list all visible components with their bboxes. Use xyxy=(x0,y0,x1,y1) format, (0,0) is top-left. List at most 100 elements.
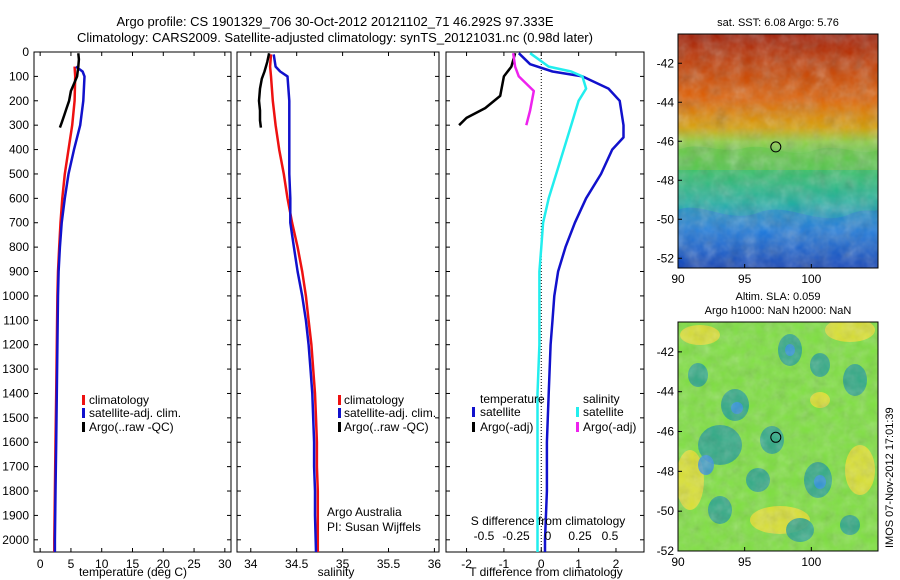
map-x-tick-label: 100 xyxy=(801,272,821,286)
legend-label-t-satellite: satellite xyxy=(480,405,521,419)
map-x-tick-label: 100 xyxy=(801,555,821,569)
depth-tick-label: 200 xyxy=(9,94,29,108)
s-tick-label: -0.5 xyxy=(474,529,495,543)
legend-swatch-climatology xyxy=(82,395,85,405)
temperature-x-ticks: 0 5 10 15 20 25 30 xyxy=(37,52,232,571)
x-tick-label: 30 xyxy=(218,557,232,571)
legend-label-argo: Argo(..raw -QC) xyxy=(89,420,174,434)
x-tick-label: 34 xyxy=(244,557,258,571)
depth-tick-label: 700 xyxy=(9,216,29,230)
x-tick-label: -2 xyxy=(461,557,472,571)
depth-tick-label: 1700 xyxy=(2,460,29,474)
map-x-tick-label: 90 xyxy=(671,272,685,286)
x-tick-label: 35 xyxy=(336,557,350,571)
salinity-depth-ticks xyxy=(237,51,439,541)
temperature-axes-box xyxy=(33,51,232,553)
salinity-xlabel: salinity xyxy=(318,565,355,579)
map-y-tick-label: -48 xyxy=(657,173,675,187)
legend-group-salinity: salinity xyxy=(583,392,620,406)
map-y-tick-label: -50 xyxy=(657,504,675,518)
depth-tick-label: 1300 xyxy=(2,362,29,376)
salinity-panel: 34 34.5 35 35.5 36 climatology satellite-adj… xyxy=(236,51,441,579)
difference-panel: -2 -1 0 1 2 temperature salinity satellite A… xyxy=(445,51,645,579)
map-y-tick-label: -50 xyxy=(657,212,675,226)
sst-map-title: sat. SST: 6.08 Argo: 5.76 xyxy=(717,17,839,29)
sla-field xyxy=(678,322,878,551)
temperature-xlabel: temperature (deg C) xyxy=(79,565,187,579)
series-line-climatology xyxy=(268,54,320,552)
difference-legend: temperature salinity satellite Argo(-adj… xyxy=(472,392,636,434)
x-tick-label: 0 xyxy=(538,557,545,571)
depth-tick-label: 900 xyxy=(9,265,29,279)
salinity-lines xyxy=(257,52,320,553)
legend-label-argo: Argo(..raw -QC) xyxy=(344,420,429,434)
s-difference-label: S difference from climatology xyxy=(471,514,626,528)
legend-swatch-satellite xyxy=(338,408,341,418)
map-y-tick-label: -44 xyxy=(657,385,675,399)
sla-map: Altim. SLA: 0.059 Argo h1000: NaN h2000:… xyxy=(657,291,879,569)
x-tick-label: 15 xyxy=(126,557,140,571)
legend-label-satellite: satellite-adj. clim. xyxy=(89,406,181,420)
temperature-panel: 0100200300400500600700800900100011001200… xyxy=(2,45,232,579)
depth-tick-label: 1000 xyxy=(2,289,29,303)
series-line-s_sat xyxy=(529,52,588,552)
depth-tick-label: 1800 xyxy=(2,484,29,498)
map-y-tick-label: -48 xyxy=(657,464,675,478)
s-tick-label: 0 xyxy=(545,529,552,543)
sla-map-ticks: 90 95 100 -42 -44 -46 -48 -50 -52 xyxy=(657,345,822,569)
difference-x-ticks: -2 -1 0 1 2 xyxy=(461,52,620,571)
salinity-annotation-argo-australia: Argo Australia xyxy=(327,505,402,519)
map-y-tick-label: -42 xyxy=(657,345,675,359)
map-y-tick-label: -46 xyxy=(657,425,675,439)
depth-tick-label: 0 xyxy=(22,45,29,59)
s-difference-tick-labels: -0.5 -0.25 0 0.25 0.5 xyxy=(474,529,619,543)
salinity-legend: climatology satellite-adj. clim. Argo(..… xyxy=(338,393,436,434)
legend-label-satellite: satellite-adj. clim. xyxy=(344,406,436,420)
sst-map-frame xyxy=(677,33,879,269)
s-tick-label: -0.25 xyxy=(502,529,530,543)
map-x-tick-label: 95 xyxy=(738,272,752,286)
difference-xlabel: T difference from climatology xyxy=(469,565,623,579)
salinity-x-ticks: 34 34.5 35 35.5 36 xyxy=(244,52,441,571)
depth-tick-label: 500 xyxy=(9,167,29,181)
x-tick-label: -1 xyxy=(499,557,510,571)
map-y-tick-label: -52 xyxy=(657,544,675,558)
sla-map-title-line1: Altim. SLA: 0.059 xyxy=(736,291,821,303)
series-line-argo xyxy=(58,53,81,129)
depth-tick-label: 600 xyxy=(9,191,29,205)
depth-tick-label: 1100 xyxy=(3,313,29,327)
temperature-depth-ticks: 0 100 200 300 400 500 600 700 800 900 1000 1100 1200… xyxy=(2,45,231,547)
map-y-tick-label: -44 xyxy=(657,95,675,109)
sla-map-title-line2: Argo h1000: NaN h2000: NaN xyxy=(705,305,852,317)
x-tick-label: 20 xyxy=(157,557,171,571)
depth-tick-label: 1400 xyxy=(2,386,29,400)
series-line-argo xyxy=(257,52,271,128)
difference-depth-ticks xyxy=(446,51,644,541)
figure-title-line1: Argo profile: CS 1901329_706 30-Oct-2012… xyxy=(116,14,553,29)
x-tick-label: 0 xyxy=(37,557,44,571)
x-tick-label: 10 xyxy=(95,557,109,571)
legend-swatch-satellite xyxy=(82,408,85,418)
s-tick-label: 0.25 xyxy=(568,529,592,543)
sla-map-frame xyxy=(677,321,879,552)
x-tick-label: 1 xyxy=(575,557,582,571)
sst-map-ticks: 90 95 100 -42 -44 -46 -48 -50 -52 xyxy=(657,56,822,286)
depth-tick-label: 100 xyxy=(9,69,29,83)
x-tick-label: 2 xyxy=(613,557,620,571)
depth-tick-label: 1500 xyxy=(2,411,29,425)
legend-label-s-satellite: satellite xyxy=(583,405,624,419)
legend-label-t-argo: Argo(-adj) xyxy=(480,420,533,434)
map-x-tick-label: 95 xyxy=(738,555,752,569)
figure-title-line2: Climatology: CARS2009. Satellite-adjuste… xyxy=(77,30,593,45)
temperature-legend: climatology satellite-adj. clim. Argo(..… xyxy=(82,393,181,434)
legend-label-climatology: climatology xyxy=(89,393,149,407)
depth-tick-label: 800 xyxy=(9,240,29,254)
temperature-lines xyxy=(53,53,86,552)
x-tick-label: 35.5 xyxy=(377,557,401,571)
legend-swatch-s-argo xyxy=(576,422,579,432)
legend-label-s-argo: Argo(-adj) xyxy=(583,420,636,434)
series-line-satellite xyxy=(272,54,318,553)
s-tick-label: 0.5 xyxy=(602,529,619,543)
legend-swatch-argo xyxy=(82,422,85,432)
